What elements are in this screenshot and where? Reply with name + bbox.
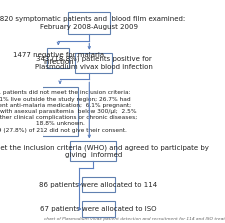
FancyBboxPatch shape [68,12,110,34]
FancyBboxPatch shape [75,53,111,73]
Text: 153 met the inclusion criteria (WHO) and agreed to participate by
giving  inform: 153 met the inclusion criteria (WHO) and… [0,144,208,158]
Text: chart of Plasmodium vivax patient detection and recruitment for 114 and ISO trea: chart of Plasmodium vivax patient detect… [44,217,225,221]
Text: 131 patients did not meet the inclusion criteria:
48.1% live outside the study r: 131 patients did not meet the inclusion … [0,90,137,133]
FancyBboxPatch shape [70,141,116,161]
FancyBboxPatch shape [81,177,115,192]
Text: 1477 negative for malaria
infection: 1477 negative for malaria infection [13,52,104,65]
Text: 86 patients were allocated to 114: 86 patients were allocated to 114 [39,182,157,188]
Text: 1,820 symptomatic patients and  blood film examined:
February 2008-August 2009: 1,820 symptomatic patients and blood fil… [0,16,184,30]
FancyBboxPatch shape [47,48,69,68]
Text: 67 patients were allocated to ISO: 67 patients were allocated to ISO [40,206,156,212]
Text: 343 (18.8%) patients positive for
Plasmodium vivax blood infection: 343 (18.8%) patients positive for Plasmo… [34,56,152,70]
FancyBboxPatch shape [81,201,115,217]
FancyBboxPatch shape [42,87,78,136]
